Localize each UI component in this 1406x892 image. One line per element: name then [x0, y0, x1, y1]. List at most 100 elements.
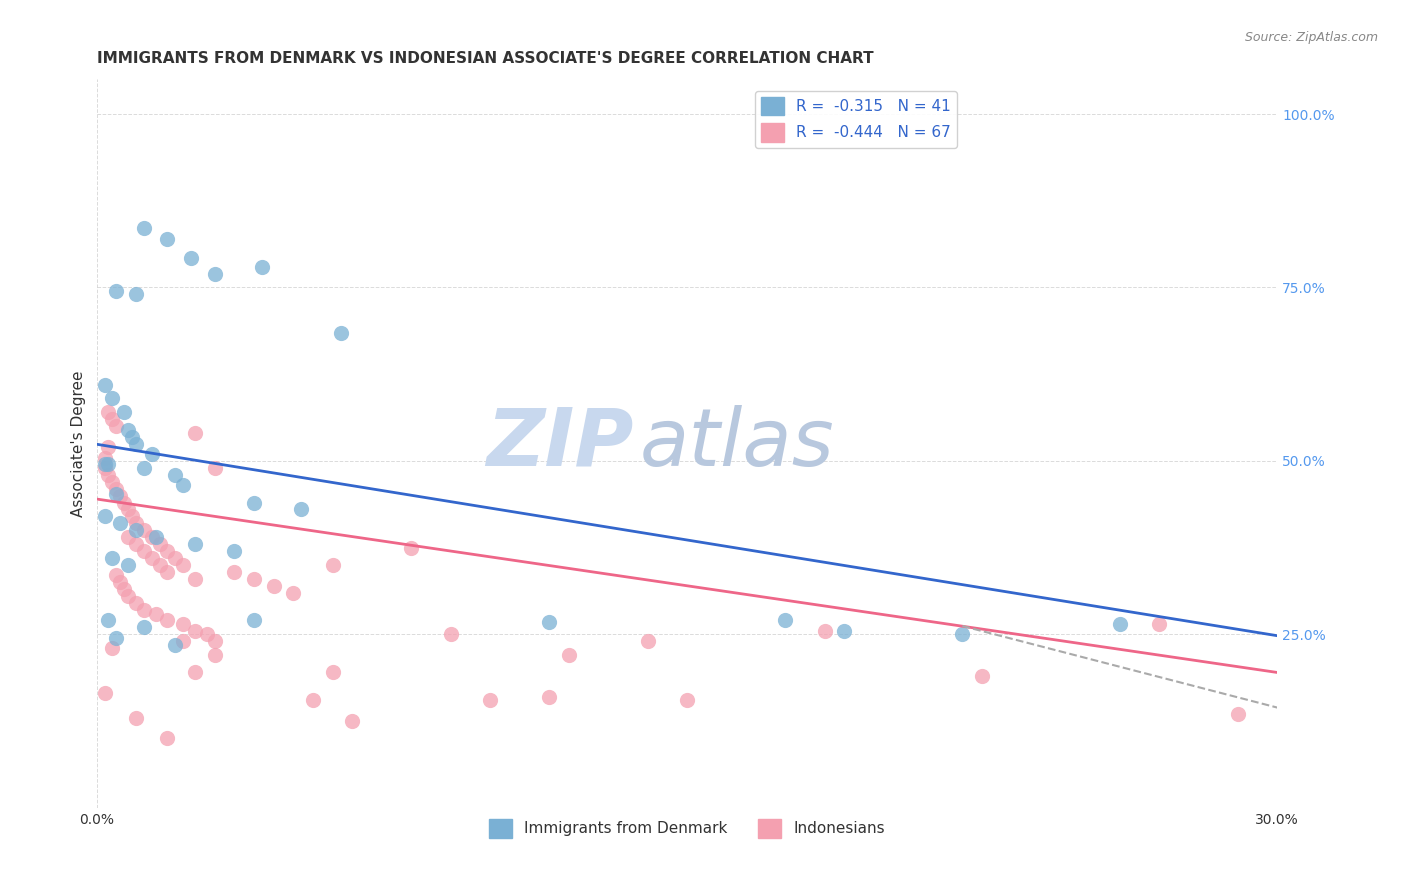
- Point: [110, 516, 132, 531]
- Point: [156, 544, 179, 558]
- Point: [101, 641, 124, 656]
- Point: [125, 537, 148, 551]
- Point: [302, 693, 325, 707]
- Point: [172, 558, 194, 572]
- Point: [329, 326, 352, 340]
- Point: [775, 614, 797, 628]
- Point: [322, 665, 344, 680]
- Point: [101, 412, 124, 426]
- Point: [204, 648, 226, 662]
- Y-axis label: Associate's Degree: Associate's Degree: [72, 370, 86, 516]
- Point: [156, 731, 179, 746]
- Point: [112, 405, 135, 419]
- Point: [93, 451, 115, 466]
- Point: [112, 495, 135, 509]
- Point: [204, 460, 226, 475]
- Point: [250, 260, 273, 274]
- Point: [165, 467, 187, 482]
- Point: [97, 614, 120, 628]
- Point: [125, 436, 148, 450]
- Point: [105, 568, 128, 582]
- Point: [125, 710, 148, 724]
- Point: [224, 544, 246, 558]
- Point: [125, 523, 148, 537]
- Point: [117, 558, 139, 572]
- Point: [141, 530, 163, 544]
- Point: [105, 487, 128, 501]
- Point: [156, 565, 179, 579]
- Point: [125, 516, 148, 531]
- Point: [117, 423, 139, 437]
- Point: [538, 690, 561, 704]
- Point: [93, 460, 115, 475]
- Point: [156, 614, 179, 628]
- Point: [105, 631, 128, 645]
- Point: [290, 502, 312, 516]
- Point: [342, 714, 364, 728]
- Point: [93, 458, 115, 472]
- Point: [184, 665, 207, 680]
- Point: [125, 287, 148, 301]
- Point: [184, 572, 207, 586]
- Point: [172, 634, 194, 648]
- Point: [117, 589, 139, 603]
- Point: [283, 585, 305, 599]
- Point: [972, 669, 994, 683]
- Point: [401, 541, 423, 555]
- Point: [121, 509, 143, 524]
- Text: ZIP: ZIP: [486, 405, 634, 483]
- Point: [125, 596, 148, 610]
- Point: [204, 634, 226, 648]
- Point: [180, 251, 202, 265]
- Point: [156, 232, 179, 246]
- Point: [105, 284, 128, 298]
- Point: [93, 377, 115, 392]
- Point: [165, 638, 187, 652]
- Point: [132, 544, 155, 558]
- Point: [112, 582, 135, 597]
- Point: [105, 482, 128, 496]
- Point: [101, 551, 124, 566]
- Point: [141, 551, 163, 566]
- Point: [132, 460, 155, 475]
- Point: [110, 575, 132, 590]
- Point: [97, 405, 120, 419]
- Point: [117, 502, 139, 516]
- Point: [172, 478, 194, 492]
- Point: [184, 537, 207, 551]
- Text: atlas: atlas: [640, 405, 835, 483]
- Point: [322, 558, 344, 572]
- Point: [97, 440, 120, 454]
- Point: [195, 627, 218, 641]
- Point: [184, 426, 207, 441]
- Point: [263, 579, 285, 593]
- Point: [97, 467, 120, 482]
- Point: [1226, 707, 1249, 722]
- Point: [1108, 616, 1130, 631]
- Point: [121, 429, 143, 443]
- Point: [93, 509, 115, 524]
- Point: [149, 537, 172, 551]
- Point: [105, 419, 128, 434]
- Point: [952, 627, 974, 641]
- Point: [145, 607, 167, 621]
- Point: [132, 620, 155, 634]
- Point: [814, 624, 837, 638]
- Point: [141, 447, 163, 461]
- Point: [117, 530, 139, 544]
- Point: [834, 624, 856, 638]
- Point: [97, 458, 120, 472]
- Point: [224, 565, 246, 579]
- Point: [93, 686, 115, 700]
- Point: [538, 615, 561, 629]
- Point: [204, 267, 226, 281]
- Point: [165, 551, 187, 566]
- Point: [243, 614, 266, 628]
- Point: [676, 693, 699, 707]
- Text: Source: ZipAtlas.com: Source: ZipAtlas.com: [1244, 31, 1378, 45]
- Legend: R =  -0.315   N = 41, R =  -0.444   N = 67: R = -0.315 N = 41, R = -0.444 N = 67: [755, 91, 956, 148]
- Point: [132, 221, 155, 235]
- Point: [149, 558, 172, 572]
- Point: [558, 648, 581, 662]
- Point: [243, 495, 266, 509]
